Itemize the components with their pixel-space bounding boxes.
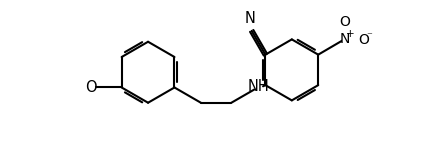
Text: O: O [85,80,97,95]
Text: N: N [245,11,255,26]
Text: NH: NH [247,79,269,94]
Text: +: + [345,29,353,39]
Text: O: O [358,33,369,47]
Text: N: N [339,32,350,46]
Text: ⁻: ⁻ [366,32,372,41]
Text: O: O [338,15,349,29]
